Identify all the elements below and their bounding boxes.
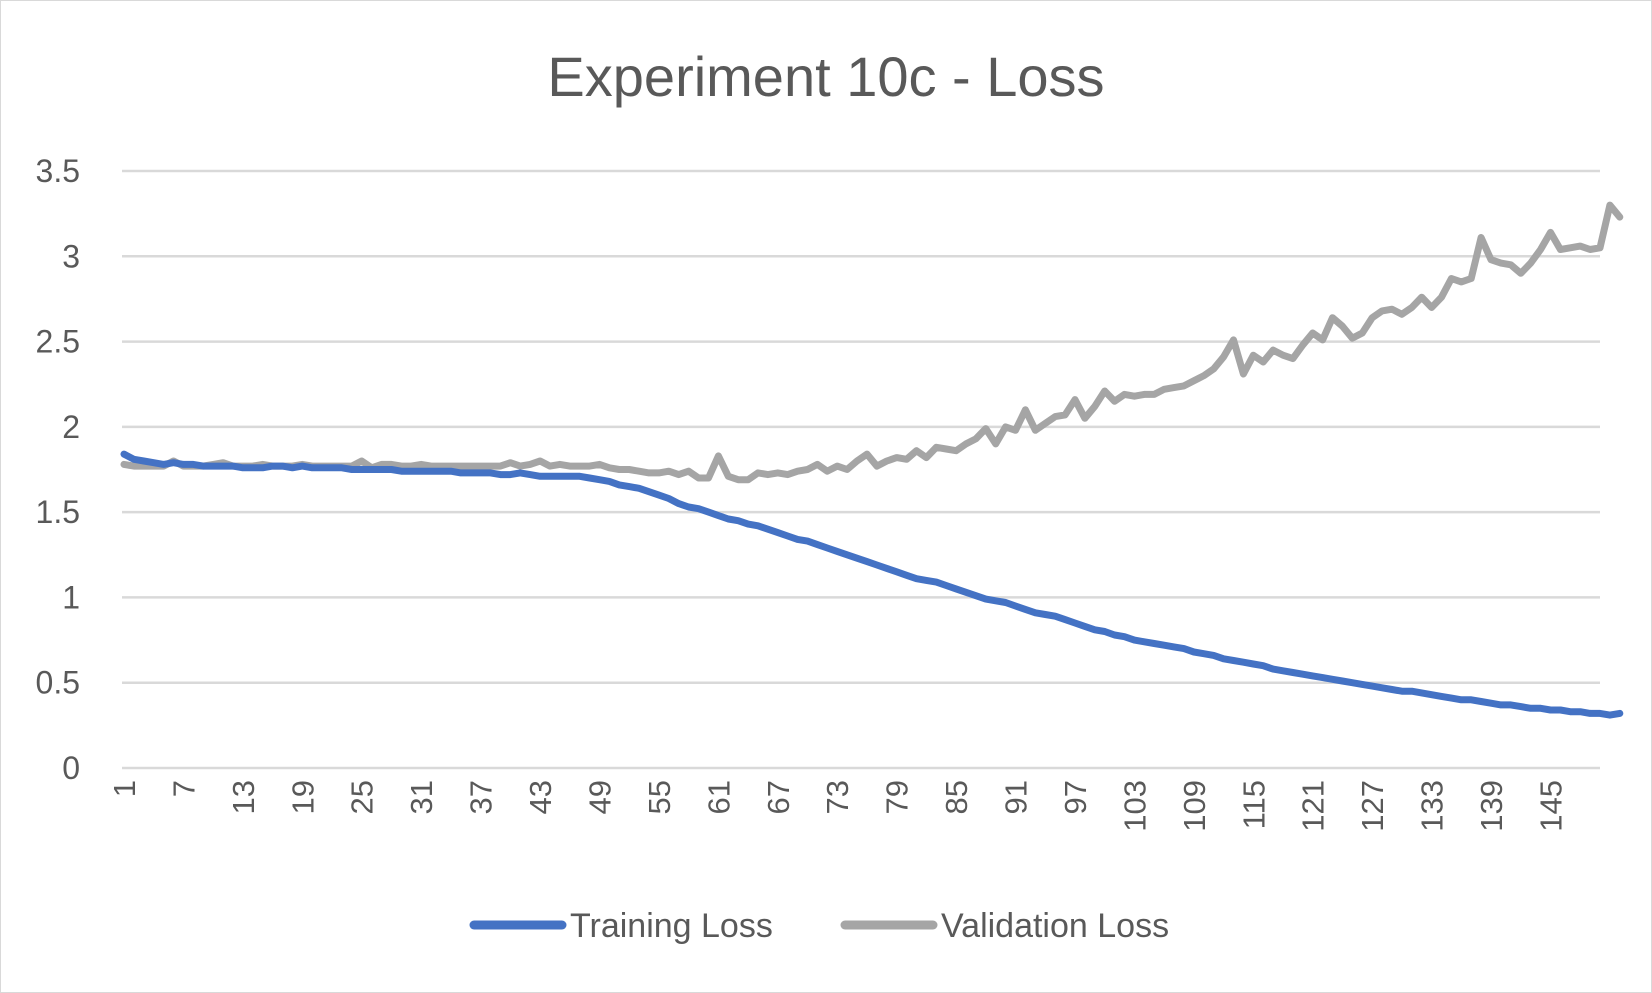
- x-tick-label: 109: [1177, 780, 1212, 832]
- x-tick-label: 25: [345, 780, 380, 814]
- x-tick-label: 55: [642, 780, 677, 814]
- x-tick-label: 19: [285, 780, 320, 814]
- x-tick-label: 37: [464, 780, 499, 814]
- x-tick-label: 79: [880, 780, 915, 814]
- legend: Training Loss Validation Loss: [469, 907, 1169, 945]
- legend-label: Training Loss: [570, 907, 773, 945]
- x-tick-label: 103: [1117, 780, 1152, 832]
- chart-title: Experiment 10c - Loss: [547, 45, 1104, 108]
- x-tick-label: 115: [1236, 780, 1271, 829]
- y-tick-label: 1.5: [36, 494, 80, 530]
- y-tick-label: 0: [62, 750, 80, 786]
- series-line-training-loss: [120, 450, 1624, 719]
- x-tick-label: 127: [1355, 780, 1390, 832]
- x-tick-label: 133: [1415, 780, 1450, 832]
- x-tick-label: 145: [1533, 780, 1568, 832]
- x-tick-label: 85: [939, 780, 974, 814]
- y-tick-label: 2.5: [36, 324, 80, 360]
- x-tick-label: 61: [701, 780, 736, 814]
- x-tick-label: 91: [999, 780, 1034, 814]
- x-tick-label: 97: [1058, 780, 1093, 814]
- x-tick-label: 67: [761, 780, 796, 814]
- y-tick-label: 3.5: [36, 153, 80, 189]
- x-tick-label: 1: [107, 780, 142, 797]
- y-tick-label: 0.5: [36, 665, 80, 701]
- x-tick-label: 139: [1474, 780, 1509, 832]
- legend-label: Validation Loss: [941, 907, 1169, 945]
- y-axis-ticks: 0 0.5 1 1.5 2 2.5 3 3.5: [36, 153, 80, 786]
- x-tick-label: 13: [226, 780, 261, 814]
- y-tick-label: 1: [62, 579, 80, 615]
- x-tick-label: 121: [1296, 780, 1331, 832]
- x-tick-label: 7: [166, 780, 201, 797]
- y-tick-label: 2: [62, 409, 80, 445]
- x-tick-label: 43: [523, 780, 558, 814]
- y-tick-label: 3: [62, 238, 80, 274]
- x-tick-label: 73: [820, 780, 855, 814]
- x-tick-label: 49: [582, 780, 617, 814]
- x-axis-ticks: 1 7 13 19 25 31 37 43 49 55 61 67 73 79 85 91 97 103 109 11…: [107, 780, 1568, 832]
- series-lines: [120, 201, 1624, 719]
- x-tick-label: 31: [404, 780, 439, 814]
